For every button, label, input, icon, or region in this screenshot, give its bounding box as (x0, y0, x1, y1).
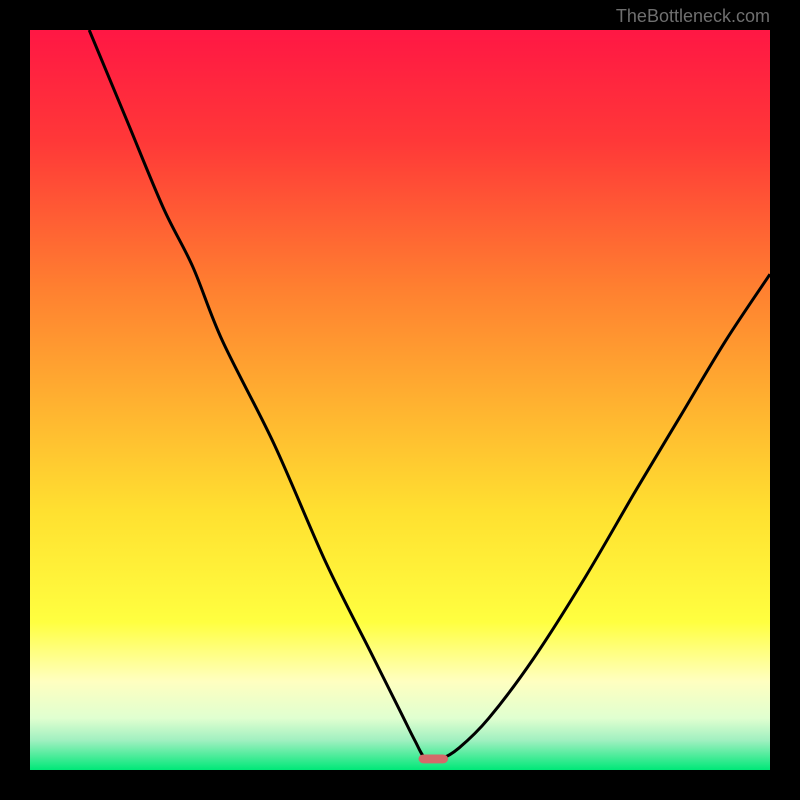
chart-svg (30, 30, 770, 770)
gradient-background (30, 30, 770, 770)
minimum-marker (419, 754, 449, 763)
watermark-text: TheBottleneck.com (616, 6, 770, 27)
bottleneck-chart (30, 30, 770, 770)
